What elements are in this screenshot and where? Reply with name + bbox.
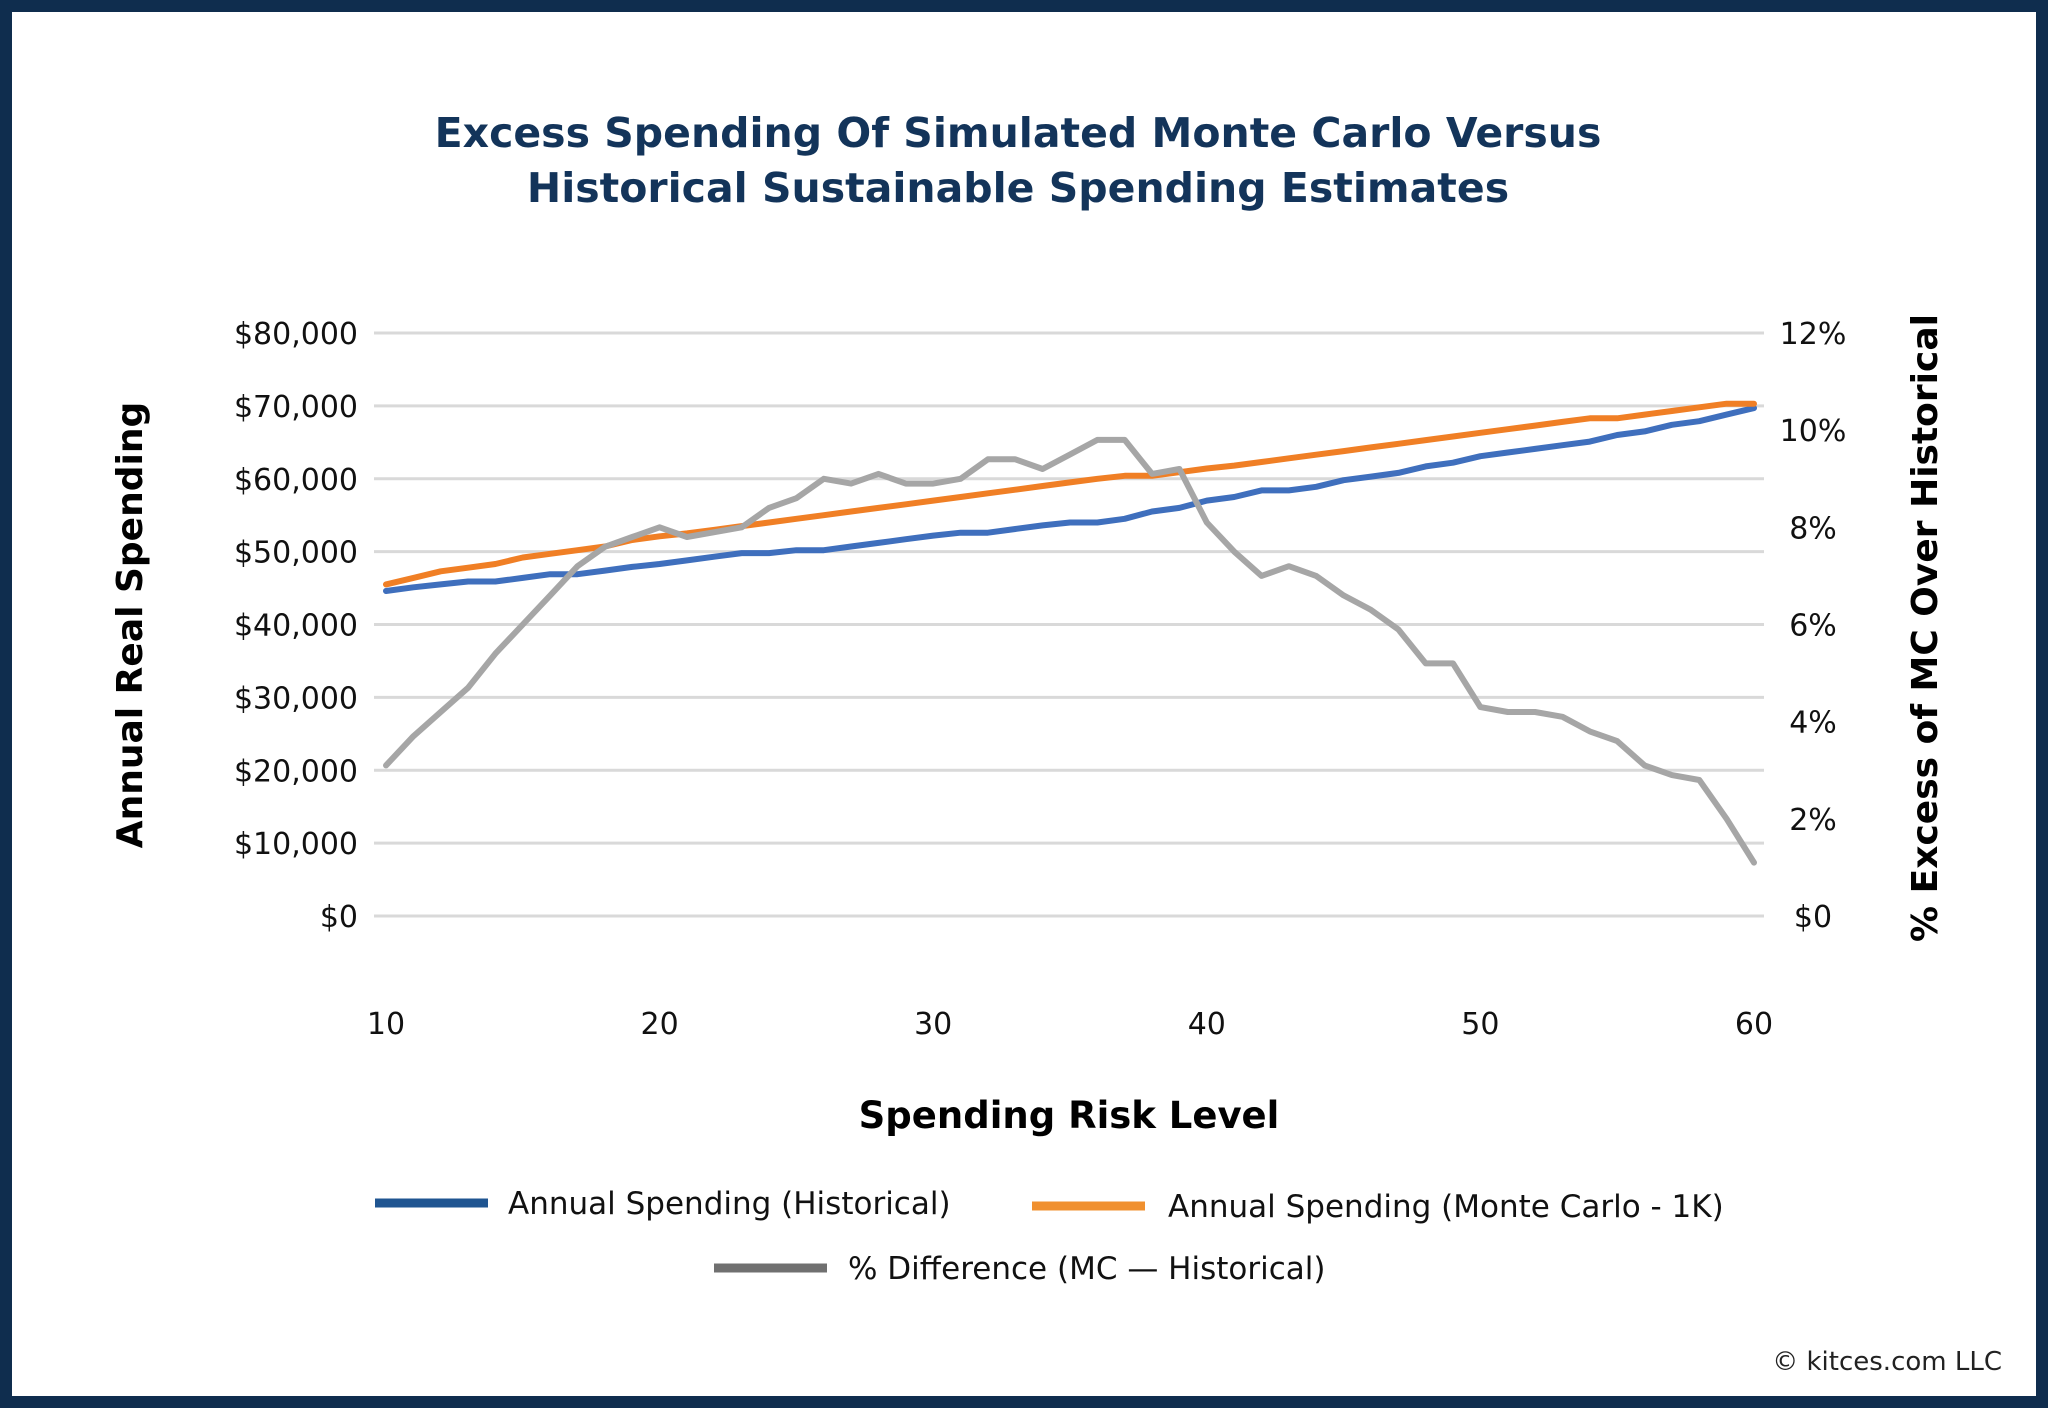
y-tick-label: $0	[320, 900, 358, 935]
series-lines	[383, 400, 1757, 866]
copyright: © kitces.com LLC	[1772, 1347, 2002, 1377]
y-axis-ticks: $0 $10,000 $20,000 $30,000 $40,000 $50,000 $60…	[234, 317, 358, 935]
legend-label-3: % Difference (MC — Historical)	[848, 1251, 1325, 1287]
y-tick-label: $20,000	[234, 754, 358, 789]
y2-axis-ticks: $0 2% 4% 6% 8% 10% 12%	[1780, 317, 1847, 935]
x-tick-label: 10	[367, 1007, 405, 1042]
x-tick-label: 60	[1735, 1007, 1773, 1042]
y2-tick-label: 12%	[1780, 317, 1847, 352]
y-tick-label: $60,000	[234, 463, 358, 498]
x-tick-label: 40	[1188, 1007, 1226, 1042]
y-tick-label: $70,000	[234, 390, 358, 425]
y-tick-label: $40,000	[234, 609, 358, 644]
series-line-1	[383, 405, 1757, 594]
y2-tick-label: 4%	[1789, 706, 1837, 741]
legend: Annual Spending (Historical) Annual Spend…	[375, 1186, 1724, 1287]
y2-tick-label: 8%	[1789, 511, 1837, 546]
y-tick-label: $50,000	[234, 536, 358, 571]
y-tick-label: $30,000	[234, 681, 358, 716]
series-line-3	[383, 436, 1757, 866]
y2-tick-label: 10%	[1780, 414, 1847, 449]
y-tick-label: $80,000	[234, 317, 358, 352]
x-axis-title: Spending Risk Level	[859, 1094, 1280, 1137]
y2-tick-label: 2%	[1789, 803, 1837, 838]
legend-label-1: Annual Spending (Historical)	[508, 1186, 951, 1222]
x-axis-ticks: 10 20 30 40 50 60	[367, 1007, 1773, 1042]
y2-axis-title: % Excess of MC Over Historical	[1905, 314, 1946, 942]
x-tick-label: 50	[1461, 1007, 1499, 1042]
chart-title-line-2: Historical Sustainable Spending Estimate…	[527, 164, 1509, 212]
y-axis-title: Annual Real Spending	[110, 402, 151, 848]
chart-title-line-1: Excess Spending Of Simulated Monte Carlo…	[435, 109, 1602, 157]
x-tick-label: 20	[641, 1007, 679, 1042]
y2-tick-label: 6%	[1789, 609, 1837, 644]
legend-label-2: Annual Spending (Monte Carlo - 1K)	[1168, 1189, 1724, 1225]
gridlines	[374, 331, 1764, 918]
y2-tick-label: $0	[1794, 900, 1832, 935]
y-tick-label: $10,000	[234, 827, 358, 862]
x-tick-label: 30	[914, 1007, 952, 1042]
